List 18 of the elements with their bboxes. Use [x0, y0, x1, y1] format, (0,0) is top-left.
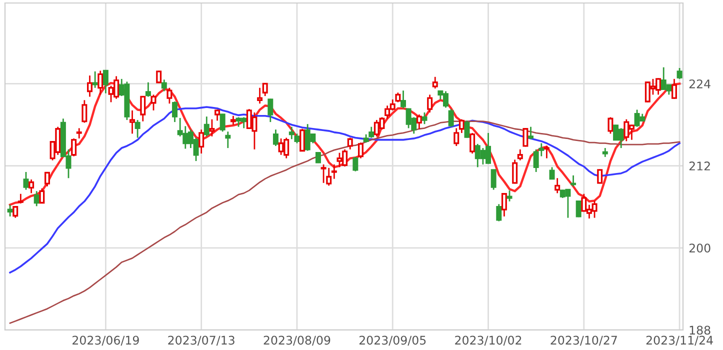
x-tick-label: 2023/10/02 [455, 336, 522, 346]
x-tick-label: 2023/10/27 [550, 336, 617, 346]
x-tick-label: 2023/11/24 [646, 336, 713, 346]
candlestick [87, 74, 92, 98]
candlestick [130, 110, 136, 134]
candlestick [225, 130, 231, 149]
candlestick [76, 127, 82, 140]
candlestick [92, 70, 98, 89]
x-tick-label: 2023/08/09 [264, 336, 330, 346]
y-tick-label: 200 [689, 244, 710, 253]
y-tick-label: 224 [689, 79, 710, 88]
y-tick-label: 188 [690, 326, 710, 335]
x-tick-label: 2023/06/19 [72, 336, 139, 346]
x-tick-label: 2023/09/05 [359, 336, 426, 346]
x-tick-label: 2023/07/13 [168, 336, 234, 346]
y-tick-label: 212 [689, 162, 710, 170]
candlestick [331, 164, 337, 180]
candlestick [98, 70, 104, 96]
